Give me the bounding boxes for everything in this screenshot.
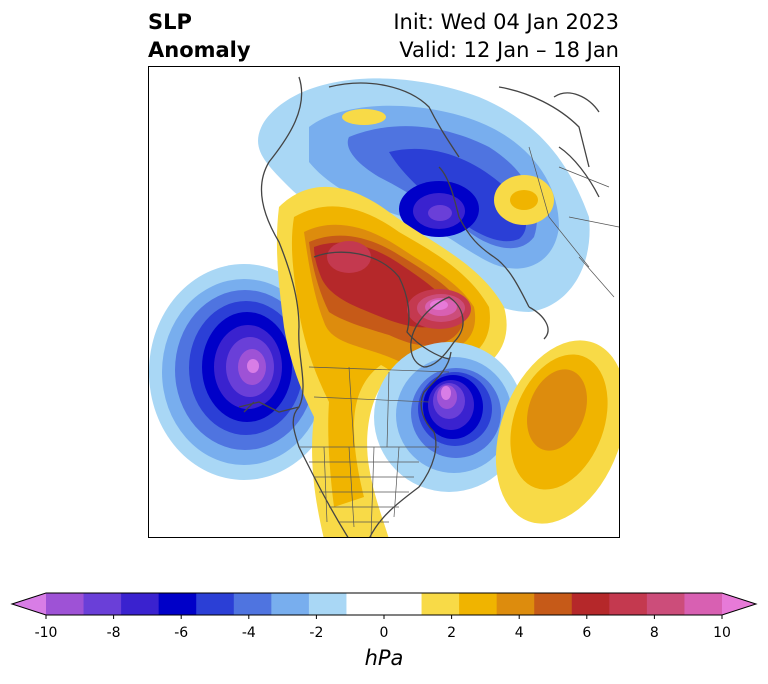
colorbar-bin xyxy=(271,593,310,615)
colorbar-under-arrow xyxy=(12,593,46,615)
europe-high-anomaly xyxy=(494,175,554,225)
colorbar-tick-label: 10 xyxy=(713,625,731,641)
colorbar-bin xyxy=(308,593,347,615)
colorbar-bin xyxy=(83,593,122,615)
colorbar-bin xyxy=(571,593,610,615)
colorbar-bin xyxy=(121,593,160,615)
atlantic-low-anomaly xyxy=(374,342,524,492)
plot-title: SLP Anomaly xyxy=(148,8,251,64)
colorbar-tick-label: -4 xyxy=(241,625,256,641)
colorbar-bin xyxy=(46,593,85,615)
colorbar-tick-label: 8 xyxy=(649,625,659,641)
map-canvas xyxy=(149,76,619,537)
colorbar-bin xyxy=(421,593,460,615)
canada-high-anomaly xyxy=(276,187,507,537)
arctic-high-patch xyxy=(342,109,386,125)
title-field: Anomaly xyxy=(148,38,251,62)
colorbar-bin xyxy=(158,593,197,615)
colorbar-tick-label: 2 xyxy=(447,625,457,641)
title-variable: SLP xyxy=(148,10,192,34)
borders xyxy=(299,146,619,537)
coastlines xyxy=(238,76,600,537)
colorbar-tick-label: 6 xyxy=(582,625,592,641)
colorbar-bin xyxy=(459,593,498,615)
colorbar-bin xyxy=(534,593,573,615)
colorbar-unit: hPa xyxy=(364,646,404,670)
colorbar-tick-label: -8 xyxy=(106,625,121,641)
valid-range: Valid: 12 Jan – 18 Jan xyxy=(399,38,619,62)
init-date: Init: Wed 04 Jan 2023 xyxy=(393,10,619,34)
atlantic-high-anomaly xyxy=(495,340,619,524)
colorbar-bin xyxy=(384,593,423,615)
colorbar-tick-label: -10 xyxy=(34,625,58,641)
colorbar xyxy=(10,592,758,619)
colorbar-bin xyxy=(496,593,535,615)
colorbar-bin xyxy=(646,593,685,615)
colorbar-tick-label: -6 xyxy=(174,625,189,641)
colorbar-bin xyxy=(346,593,385,615)
colorbar-bin xyxy=(684,593,723,615)
colorbar-over-arrow xyxy=(722,593,756,615)
arctic-low-anomaly xyxy=(258,78,590,313)
colorbar-tick-label: 4 xyxy=(514,625,524,641)
colorbar-tick-label: -2 xyxy=(309,625,324,641)
forecast-dates: Init: Wed 04 Jan 2023 Valid: 12 Jan – 18… xyxy=(393,8,619,64)
colorbar-bin xyxy=(233,593,272,615)
colorbar-bin xyxy=(609,593,648,615)
colorbar-tick-label: 0 xyxy=(379,625,389,641)
anomaly-map xyxy=(148,66,620,538)
colorbar-bin xyxy=(196,593,235,615)
